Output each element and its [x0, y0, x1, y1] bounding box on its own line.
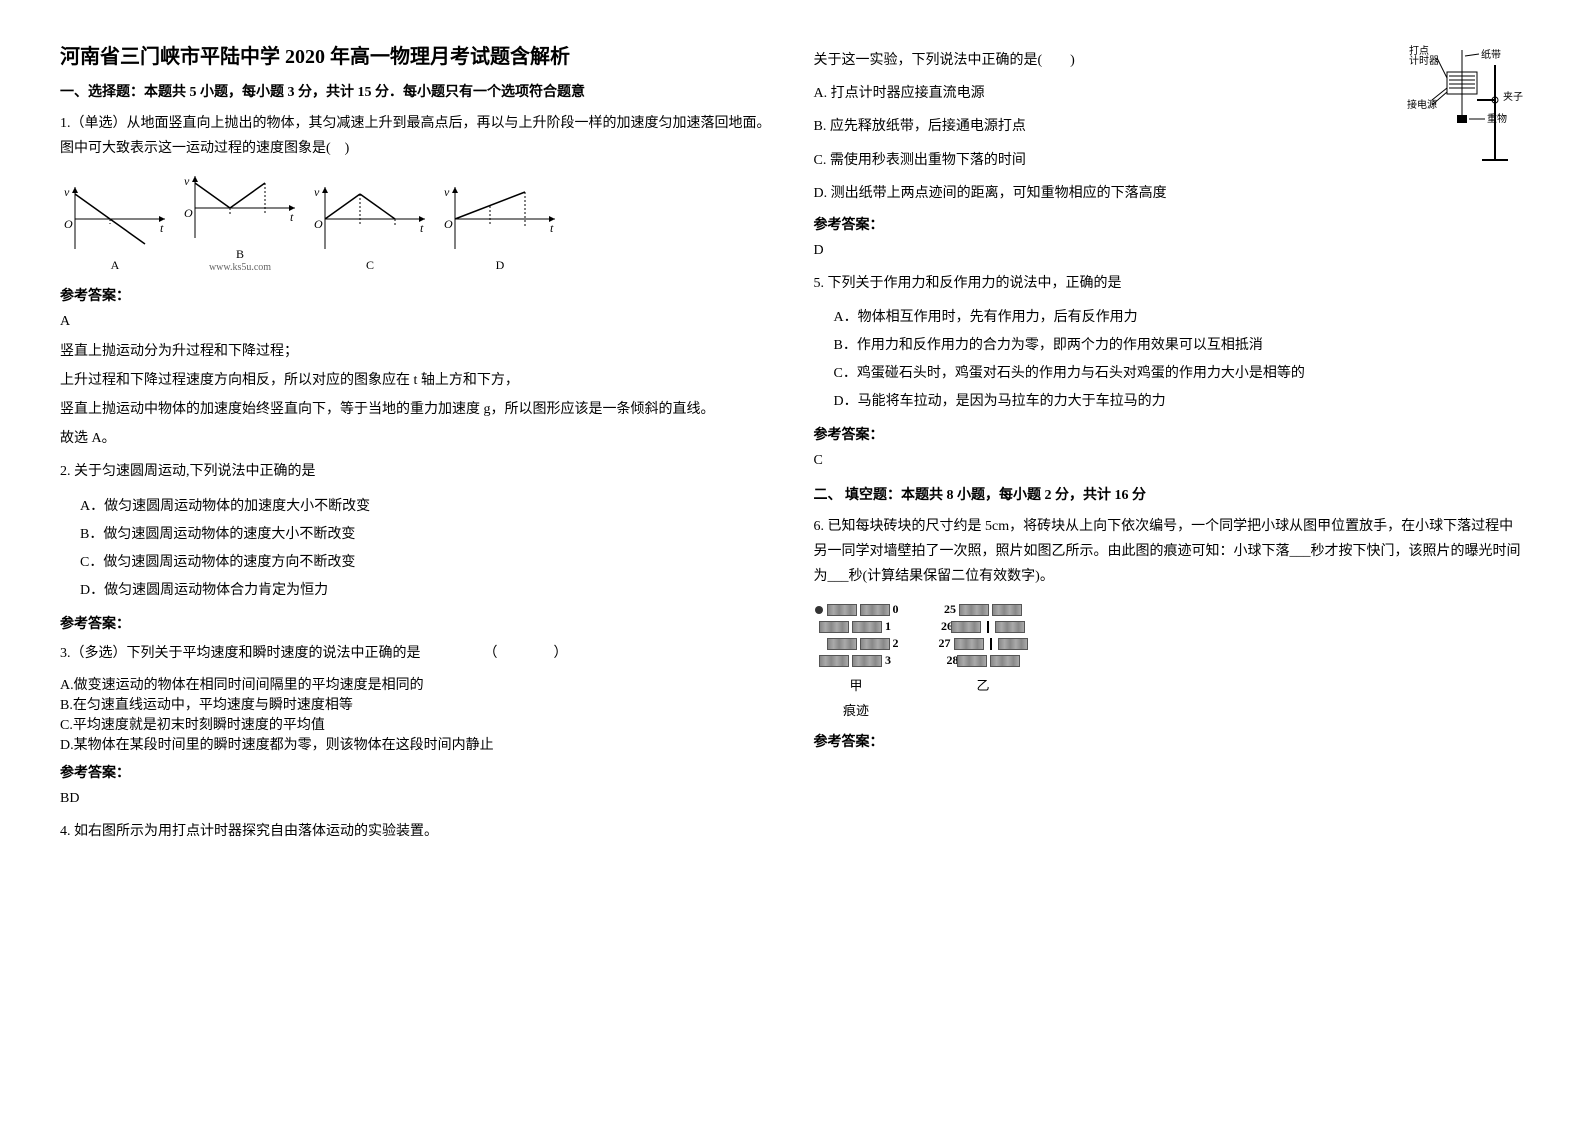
- svg-text:t: t: [420, 221, 424, 235]
- label-tape: 纸带: [1481, 48, 1501, 61]
- svg-text:O: O: [314, 217, 323, 231]
- q4-text: 4. 如右图所示为用打点计时器探究自由落体运动的实验装置。: [60, 819, 774, 844]
- svg-text:O: O: [184, 206, 193, 220]
- section2-heading: 二、 填空题：本题共 8 小题，每小题 2 分，共计 16 分: [814, 484, 1528, 504]
- svg-text:v: v: [184, 174, 190, 188]
- q3-opt-d: D.某物体在某段时间里的瞬时速度都为零，则该物体在这段时间内静止: [60, 734, 774, 754]
- q3-answer: BD: [60, 786, 774, 811]
- q1-answer-label: 参考答案：: [60, 285, 774, 305]
- section1-heading: 一、选择题：本题共 5 小题，每小题 3 分，共计 15 分．每小题只有一个选项…: [60, 81, 774, 101]
- q3-opt-b: B.在匀速直线运动中，平均速度与瞬时速度相等: [60, 694, 774, 714]
- q4-opt-d: D. 测出纸带上两点迹间的距离，可知重物相应的下落高度: [814, 181, 1528, 206]
- svg-text:t: t: [550, 221, 554, 235]
- q5-answer: C: [814, 448, 1528, 473]
- svg-text:t: t: [290, 210, 294, 224]
- graph-b-svg: v t O: [180, 173, 300, 243]
- q5-answer-label: 参考答案：: [814, 424, 1528, 444]
- watermark: www.ks5u.com: [180, 262, 300, 273]
- q1-graphs: v t O A v t O: [60, 173, 774, 273]
- q1-exp-0: 竖直上抛运动分为升过程和下降过程；: [60, 339, 774, 364]
- svg-text:计时器: 计时器: [1409, 54, 1439, 67]
- graph-a-svg: v t O: [60, 184, 170, 254]
- q6-answer-label: 参考答案：: [814, 731, 1528, 751]
- q1-exp-2: 竖直上抛运动中物体的加速度始终竖直向下，等于当地的重力加速度 g，所以图形应该是…: [60, 397, 774, 422]
- svg-text:v: v: [64, 185, 70, 199]
- timer-diagram: 打点 计时器 纸带 接电源 夹子 重物: [1387, 40, 1527, 175]
- graph-d-label: D: [440, 258, 560, 273]
- brick-left-0: 0: [893, 602, 899, 617]
- svg-text:v: v: [314, 185, 320, 199]
- q2-opt-a: A．做匀速圆周运动物体的加速度大小不断改变: [80, 493, 774, 521]
- svg-text:O: O: [64, 217, 73, 231]
- trace-label: 痕迹: [843, 700, 869, 719]
- q3-text: 3.（多选）下列关于平均速度和瞬时速度的说法中正确的是 （ ）: [60, 641, 774, 666]
- label-power: 接电源: [1407, 98, 1437, 111]
- brick-right-2: 27: [939, 636, 951, 651]
- q4-answer-label: 参考答案：: [814, 214, 1528, 234]
- q6-text: 6. 已知每块砖块的尺寸约是 5cm，将砖块从上向下依次编号，一个同学把小球从图…: [814, 514, 1528, 590]
- brick-right-0: 25: [944, 602, 956, 617]
- page-title: 河南省三门峡市平陆中学 2020 年高一物理月考试题含解析: [60, 40, 774, 69]
- brick-left-label: 甲: [849, 675, 862, 694]
- q3-answer-label: 参考答案：: [60, 762, 774, 782]
- q4-answer: D: [814, 238, 1528, 263]
- q1-exp-3: 故选 A。: [60, 426, 774, 451]
- svg-text:t: t: [160, 221, 164, 235]
- q3-opt-c: C.平均速度就是初末时刻瞬时速度的平均值: [60, 714, 774, 734]
- q3-opt-a: A.做变速运动的物体在相同时间间隔里的平均速度是相同的: [60, 674, 774, 694]
- brick-right-label: 乙: [976, 675, 989, 694]
- q5-opt-b: B．作用力和反作用力的合力为零，即两个力的作用效果可以互相抵消: [834, 332, 1528, 360]
- graph-b-label: B: [180, 247, 300, 262]
- graph-c-svg: v t O: [310, 184, 430, 254]
- label-clip: 夹子: [1503, 90, 1523, 103]
- q2-opt-b: B．做匀速圆周运动物体的速度大小不断改变: [80, 521, 774, 549]
- brick-diagram: 0 1 2 3 甲 痕迹 25 26 27 28 乙: [814, 601, 1528, 719]
- q1-answer: A: [60, 309, 774, 334]
- q2-answer-label: 参考答案：: [60, 613, 774, 633]
- q1-text: 1.（单选）从地面竖直向上抛出的物体，其匀减速上升到最高点后，再以与上升阶段一样…: [60, 111, 774, 161]
- graph-d-svg: v t O: [440, 184, 560, 254]
- svg-text:v: v: [444, 185, 450, 199]
- q5-opt-c: C．鸡蛋碰石头时，鸡蛋对石头的作用力与石头对鸡蛋的作用力大小是相等的: [834, 360, 1528, 388]
- q1-exp-1: 上升过程和下降过程速度方向相反，所以对应的图象应在 t 轴上方和下方，: [60, 368, 774, 393]
- brick-left-3: 3: [885, 653, 891, 668]
- label-weight: 重物: [1487, 112, 1507, 125]
- graph-c-label: C: [310, 258, 430, 273]
- graph-a-label: A: [60, 258, 170, 273]
- svg-text:O: O: [444, 217, 453, 231]
- q2-opt-c: C．做匀速圆周运动物体的速度方向不断改变: [80, 549, 774, 577]
- brick-left-1: 1: [885, 619, 891, 634]
- q2-text: 2. 关于匀速圆周运动,下列说法中正确的是: [60, 459, 774, 484]
- q5-opt-a: A．物体相互作用时，先有作用力，后有反作用力: [834, 304, 1528, 332]
- brick-left-2: 2: [893, 636, 899, 651]
- q5-opt-d: D．马能将车拉动，是因为马拉车的力大于车拉马的力: [834, 388, 1528, 416]
- q5-text: 5. 下列关于作用力和反作用力的说法中，正确的是: [814, 271, 1528, 296]
- q2-opt-d: D．做匀速圆周运动物体合力肯定为恒力: [80, 577, 774, 605]
